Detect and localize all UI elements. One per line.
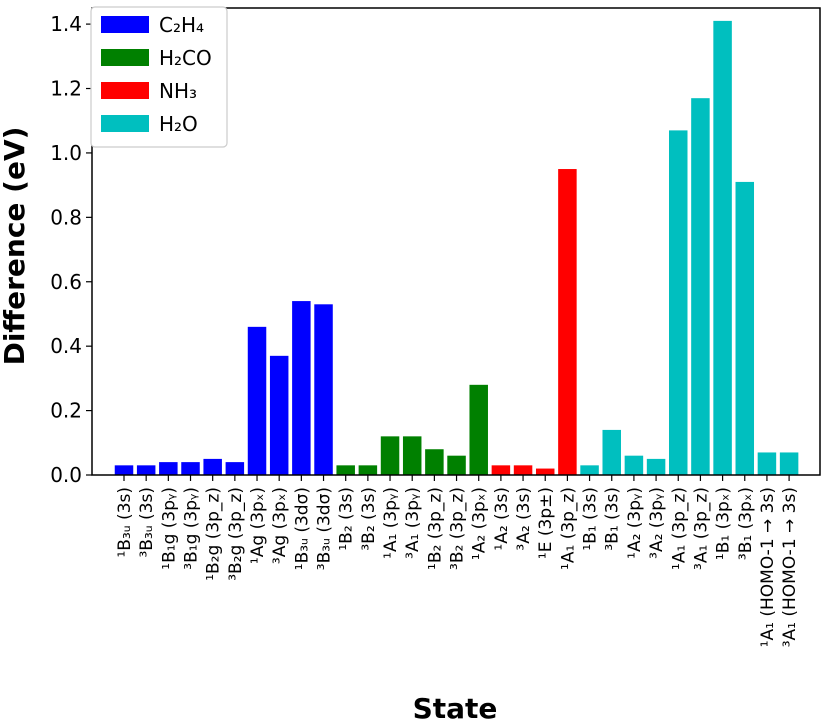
bar-c2h4 bbox=[225, 462, 245, 475]
legend-swatch bbox=[101, 49, 149, 66]
bar-h2co bbox=[358, 465, 378, 475]
x-tick-label: ³Ag (3pₓ) bbox=[270, 487, 290, 564]
legend-swatch bbox=[101, 82, 149, 99]
bar-h2co bbox=[402, 436, 422, 475]
bar-c2h4 bbox=[247, 326, 267, 475]
y-tick-label: 0.2 bbox=[50, 399, 82, 423]
legend-label: H₂CO bbox=[159, 46, 212, 70]
bar-c2h4 bbox=[114, 465, 134, 475]
bar-h2o bbox=[669, 130, 688, 475]
x-tick-label: ³B₁ (3s) bbox=[603, 487, 623, 551]
x-axis: ¹B₃ᵤ (3s) ³B₃ᵤ (3s) ¹B₁g (3pᵧ) ³B₁g (3pᵧ) ¹B… bbox=[115, 475, 800, 647]
bar-h2co bbox=[336, 465, 355, 475]
x-tick-label: ¹B₁ (3s) bbox=[581, 487, 601, 551]
y-tick-label: 1.4 bbox=[50, 12, 82, 36]
legend: C₂H₄ H₂CO NH₃ H₂O bbox=[90, 6, 228, 148]
x-tick-label: ³A₁ (3pᵧ) bbox=[403, 487, 423, 559]
bar-nh3 bbox=[513, 465, 533, 475]
bar-h2co bbox=[425, 449, 444, 475]
bar-h2o bbox=[646, 458, 666, 475]
bar-h2o bbox=[713, 20, 732, 476]
x-tick-label: ¹E (3p±) bbox=[536, 487, 556, 559]
bar-h2co bbox=[469, 384, 488, 475]
bar-nh3 bbox=[558, 169, 577, 475]
y-axis: 0.0 0.2 0.4 0.6 0.8 1.0 1.2 1.4 bbox=[50, 12, 92, 487]
x-tick-label: ¹A₁ (3p_z) bbox=[669, 487, 689, 570]
y-tick-label: 1.0 bbox=[50, 141, 82, 165]
bar-h2o bbox=[735, 181, 755, 475]
bar-h2o bbox=[779, 452, 799, 475]
bar-c2h4 bbox=[314, 304, 333, 475]
x-tick-label: ¹A₂ (3pₓ) bbox=[470, 487, 490, 560]
x-tick-label: ¹A₁ (3p_z) bbox=[558, 487, 578, 570]
legend-label: C₂H₄ bbox=[159, 13, 204, 37]
legend-box bbox=[90, 6, 228, 148]
x-tick-label: ³A₂ (3s) bbox=[514, 487, 534, 551]
y-tick-label: 0.8 bbox=[50, 205, 82, 229]
y-axis-title: Difference (eV) bbox=[0, 127, 31, 366]
x-tick-label: ¹B₃ᵤ (3dσ) bbox=[292, 487, 312, 570]
legend-swatch bbox=[101, 115, 149, 132]
x-tick-label: ¹A₁ (3pᵧ) bbox=[381, 487, 401, 559]
x-tick-label: ³A₁ (3p_z) bbox=[691, 487, 711, 570]
bar-c2h4 bbox=[292, 301, 311, 475]
bar-h2o bbox=[602, 429, 621, 475]
y-tick-label: 0.0 bbox=[50, 463, 82, 487]
x-tick-label: ³A₂ (3pᵧ) bbox=[647, 487, 667, 559]
bar-h2o bbox=[757, 452, 777, 475]
bar-nh3 bbox=[535, 468, 555, 475]
x-tick-label: ¹B₃ᵤ (3s) bbox=[115, 487, 135, 558]
x-tick-label: ¹Ag (3pₓ) bbox=[248, 487, 268, 564]
bar-c2h4 bbox=[159, 462, 178, 475]
y-tick-label: 0.4 bbox=[50, 334, 82, 358]
x-tick-label: ³B₃ᵤ (3dσ) bbox=[315, 487, 335, 570]
x-tick-label: ³B₂g (3p_z) bbox=[226, 487, 246, 581]
x-tick-label: ¹B₂ (3s) bbox=[337, 487, 357, 551]
x-tick-label: ³A₁ (HOMO-1 → 3s) bbox=[780, 487, 800, 647]
bar-h2co bbox=[380, 436, 400, 475]
y-tick-label: 1.2 bbox=[50, 77, 82, 101]
x-tick-label: ¹B₁g (3pᵧ) bbox=[159, 487, 179, 570]
x-tick-label: ³B₂ (3p_z) bbox=[448, 487, 468, 570]
plot-frame bbox=[91, 7, 821, 476]
x-tick-label: ³B₂ (3s) bbox=[359, 487, 379, 551]
bar-c2h4 bbox=[203, 458, 222, 475]
bar-c2h4 bbox=[181, 462, 200, 475]
bar-nh3 bbox=[491, 465, 511, 475]
legend-swatch bbox=[101, 16, 149, 33]
bar-h2o bbox=[624, 455, 644, 475]
bar-h2o bbox=[691, 98, 710, 475]
x-tick-label: ¹B₂g (3p_z) bbox=[204, 487, 224, 581]
x-tick-label: ¹B₂ (3p_z) bbox=[425, 487, 445, 570]
bar-h2co bbox=[447, 455, 466, 475]
y-tick-label: 0.6 bbox=[50, 270, 82, 294]
x-tick-label: ¹B₁ (3pₓ) bbox=[714, 487, 734, 560]
bar-c2h4 bbox=[136, 465, 156, 475]
x-tick-label: ³B₁ (3pₓ) bbox=[736, 487, 756, 560]
bar-c2h4 bbox=[269, 355, 289, 475]
legend-label: H₂O bbox=[159, 112, 198, 136]
bars-layer bbox=[114, 20, 799, 476]
x-tick-label: ¹A₂ (3s) bbox=[492, 487, 512, 551]
legend-label: NH₃ bbox=[159, 79, 197, 103]
x-axis-title: State bbox=[413, 692, 498, 725]
bar-h2o bbox=[580, 465, 599, 475]
x-tick-label: ³B₃ᵤ (3s) bbox=[137, 487, 157, 558]
x-tick-label: ³B₁g (3pᵧ) bbox=[182, 487, 202, 570]
x-tick-label: ¹A₁ (HOMO-1 → 3s) bbox=[758, 487, 778, 647]
x-tick-label: ¹A₂ (3pᵧ) bbox=[625, 487, 645, 559]
